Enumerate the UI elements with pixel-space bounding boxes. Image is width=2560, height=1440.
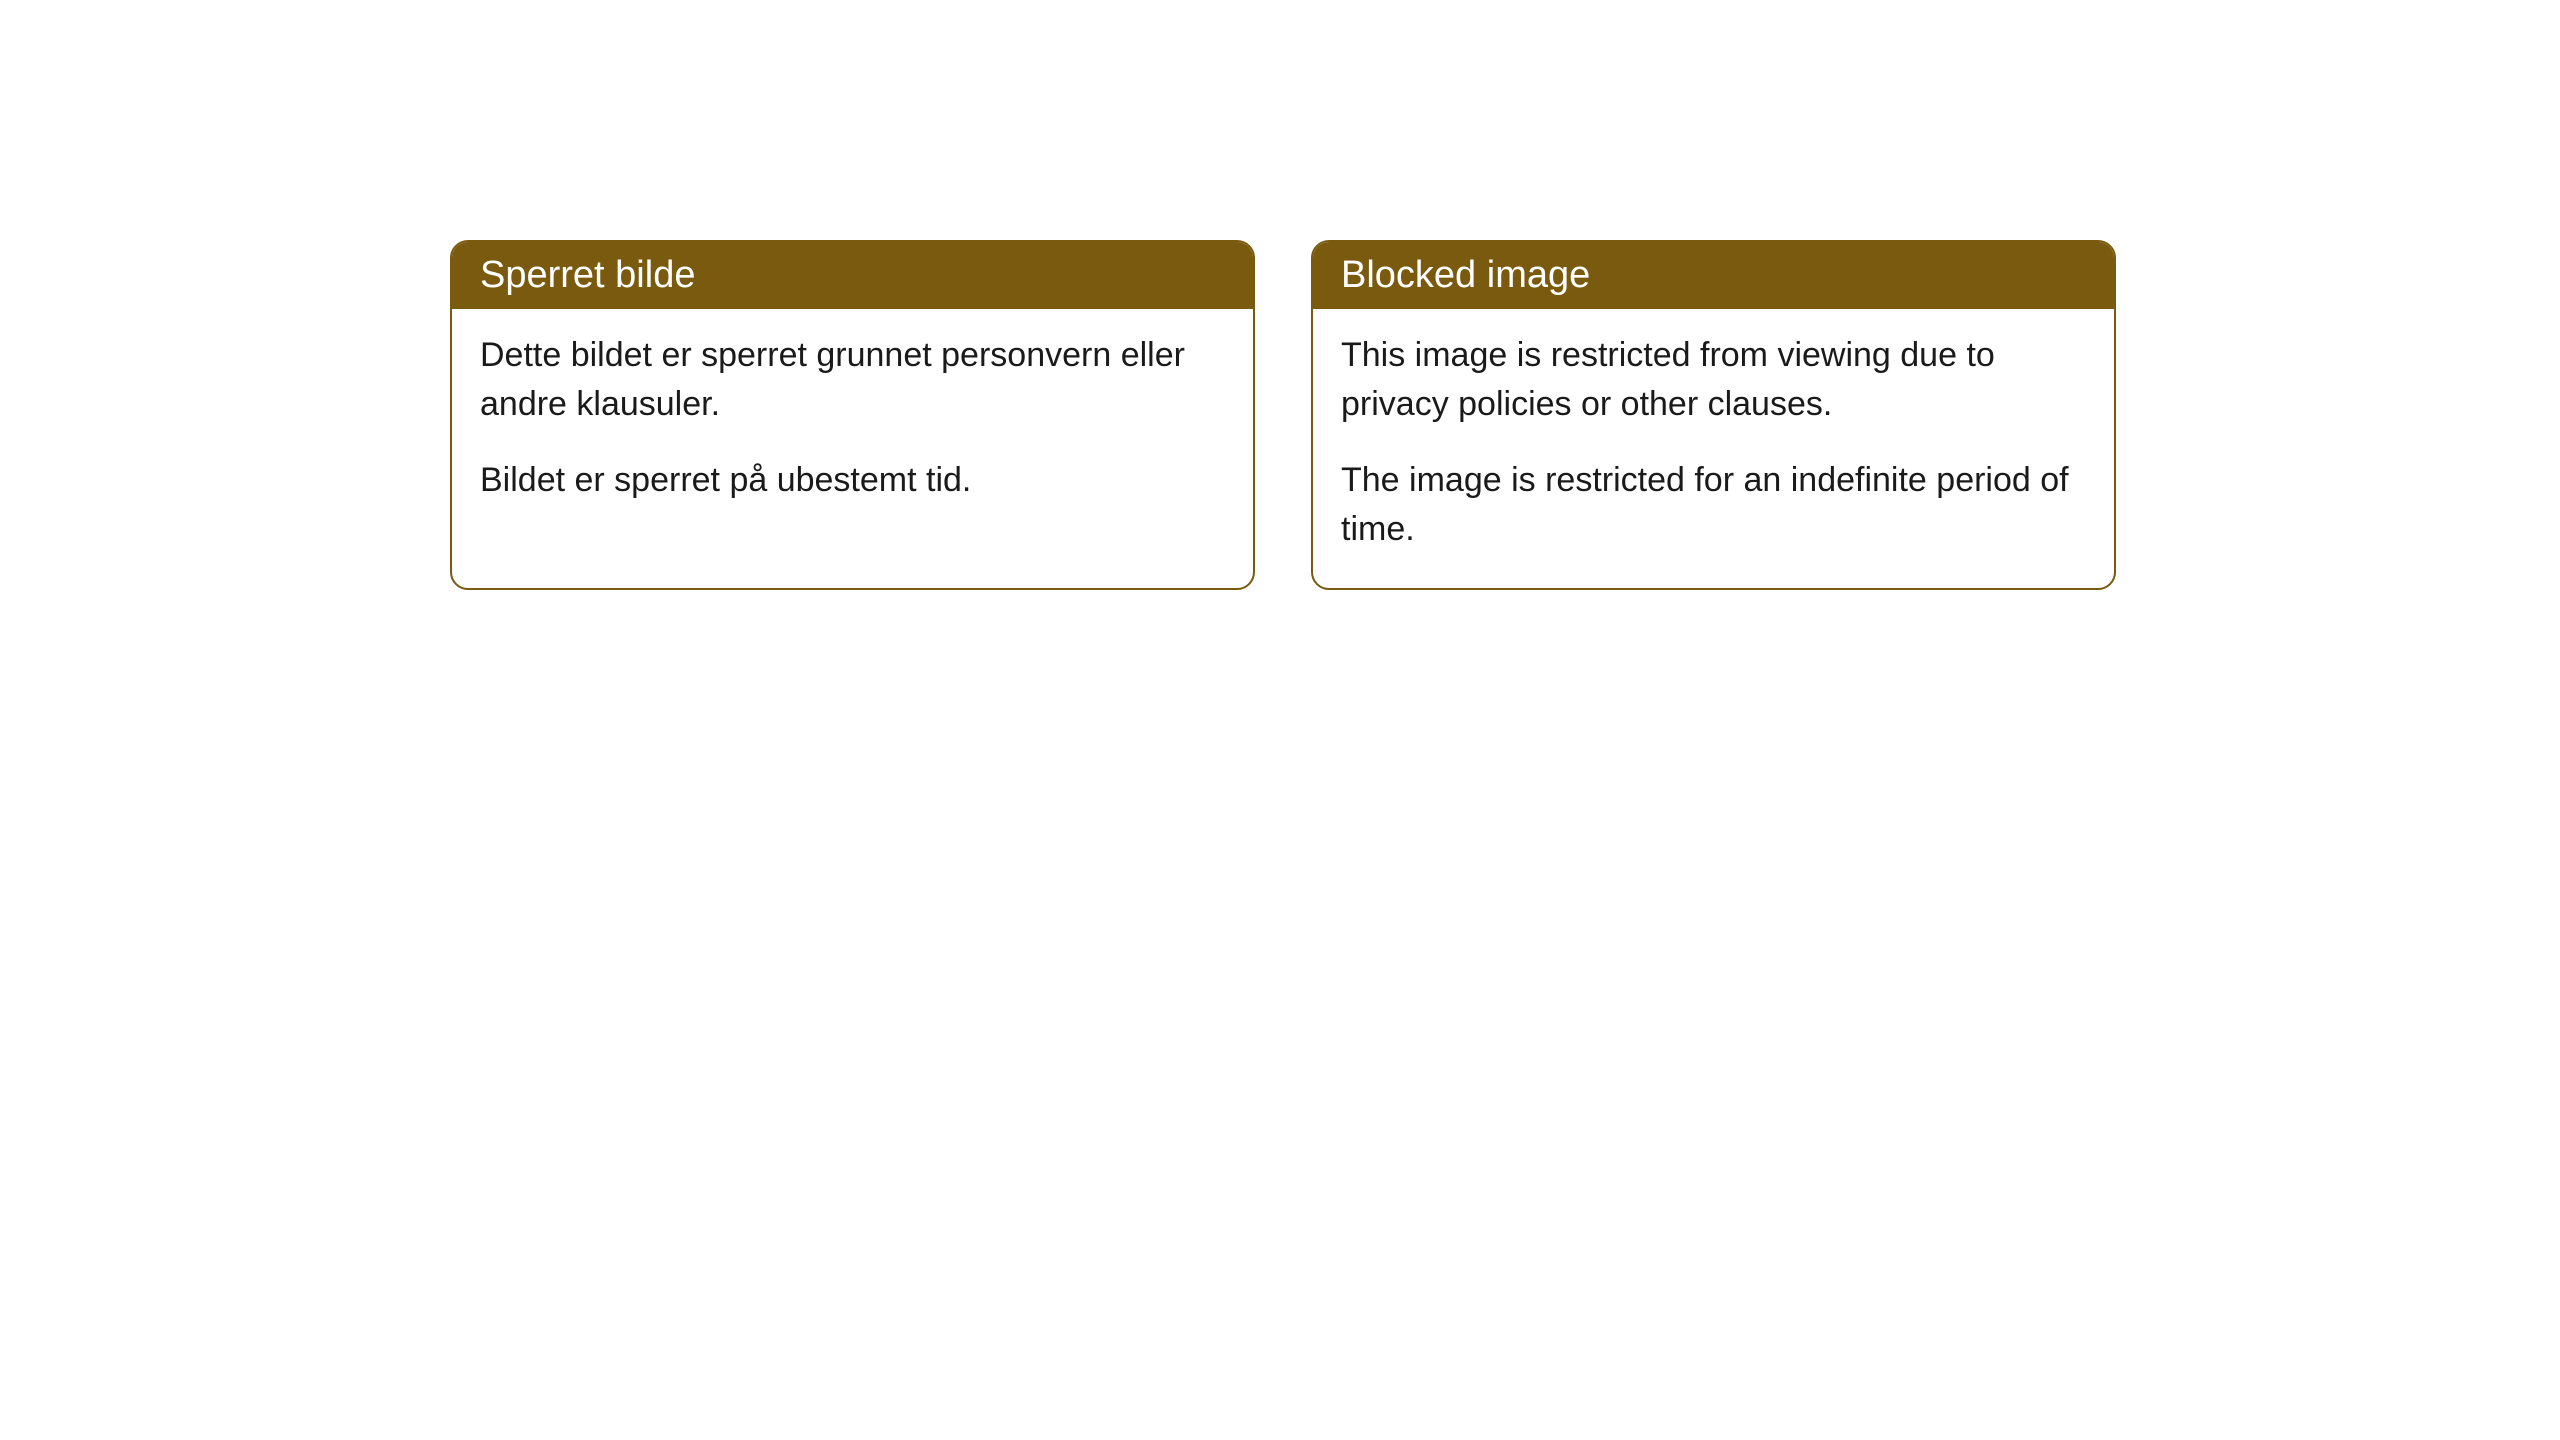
notice-cards-container: Sperret bilde Dette bildet er sperret gr…	[450, 240, 2116, 590]
card-paragraph-2: The image is restricted for an indefinit…	[1341, 456, 2086, 555]
card-body-english: This image is restricted from viewing du…	[1313, 309, 2114, 588]
blocked-image-card-english: Blocked image This image is restricted f…	[1311, 240, 2116, 590]
card-header-english: Blocked image	[1313, 242, 2114, 309]
card-title: Blocked image	[1341, 254, 1590, 296]
card-paragraph-2: Bildet er sperret på ubestemt tid.	[480, 456, 1225, 505]
card-paragraph-1: This image is restricted from viewing du…	[1341, 331, 2086, 430]
card-title: Sperret bilde	[480, 254, 695, 296]
card-body-norwegian: Dette bildet er sperret grunnet personve…	[452, 309, 1253, 539]
card-header-norwegian: Sperret bilde	[452, 242, 1253, 309]
card-paragraph-1: Dette bildet er sperret grunnet personve…	[480, 331, 1225, 430]
blocked-image-card-norwegian: Sperret bilde Dette bildet er sperret gr…	[450, 240, 1255, 590]
